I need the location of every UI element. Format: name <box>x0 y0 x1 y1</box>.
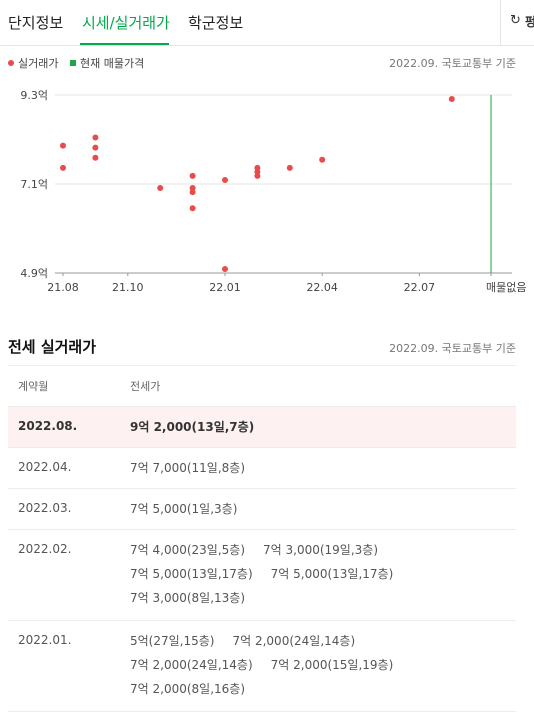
refresh-button[interactable]: ↻ 펑 <box>500 0 534 45</box>
x-tick-label: 22.01 <box>209 281 241 294</box>
active-tab-indicator <box>80 43 169 45</box>
tab-price-transactions[interactable]: 시세/실거래가 <box>82 14 170 32</box>
table-row: 2022.02. 7억 4,000(23일,5층) 7억 3,000(19일,3층)… <box>8 530 516 621</box>
legend-actual: 실거래가 <box>8 55 58 71</box>
row-contract-month: 2022.03. <box>18 501 72 515</box>
row-prices: 9억 2,000(13일,7층) <box>130 419 516 443</box>
price-entry: 7억 7,000(11일,8층) <box>130 461 246 475</box>
green-square-icon <box>70 60 76 66</box>
col-jeonse-price: 전세가 <box>130 380 161 393</box>
legend-actual-label: 실거래가 <box>18 57 59 70</box>
transaction-point[interactable] <box>92 154 99 161</box>
row-prices: 5억(27일,15층) 7억 2,000(24일,14층) 7억 2,000(24일… <box>130 633 516 705</box>
refresh-icon: ↻ <box>510 13 521 28</box>
x-tick-label: 22.07 <box>404 281 436 294</box>
row-contract-month: 2022.04. <box>18 460 72 474</box>
row-contract-month: 2022.08. <box>18 419 78 433</box>
price-line: 7억 5,000(1일,3층) <box>130 501 516 525</box>
price-line: 5억(27일,15층) 7억 2,000(24일,14층) <box>130 633 516 657</box>
price-line: 7억 2,000(24일,14층) 7억 2,000(15일,19층) <box>130 657 516 681</box>
table-row: 2022.03. 7억 5,000(1일,3층) <box>8 489 516 530</box>
price-entry: 7억 5,000(13일,17층) <box>270 567 394 581</box>
transaction-point[interactable] <box>254 172 261 179</box>
tab-bar: 단지정보 시세/실거래가 학군정보 ↻ 펑 <box>0 0 534 46</box>
price-entry: 7억 2,000(24일,14층) <box>232 634 356 648</box>
transaction-point[interactable] <box>319 156 326 163</box>
section-title: 전세 실거래가 <box>8 338 97 356</box>
transaction-point[interactable] <box>189 189 196 196</box>
y-tick-label: 4.9억 <box>20 267 48 280</box>
price-line: 7억 5,000(13일,17층) 7억 5,000(13일,17층) <box>130 566 516 590</box>
price-entry: 7억 2,000(24일,14층) <box>130 658 253 672</box>
price-entry: 7억 3,000(19일,3층) <box>263 543 379 557</box>
transaction-point[interactable] <box>189 205 196 212</box>
transaction-point[interactable] <box>92 144 99 151</box>
price-line: 7억 3,000(8일,13층) <box>130 590 516 614</box>
table-header: 계약월 전세가 <box>8 365 516 407</box>
transaction-point[interactable] <box>60 142 66 149</box>
price-entry: 5억(27일,15층) <box>130 634 215 648</box>
col-contract-month: 계약월 <box>18 380 49 393</box>
tab-school-info[interactable]: 학군정보 <box>188 14 244 32</box>
transaction-point[interactable] <box>222 176 228 183</box>
price-entry: 7억 3,000(8일,13층) <box>130 591 246 605</box>
price-line: 7억 2,000(8일,16층) <box>130 681 516 705</box>
section-basis-note: 2022.09. 국토교통부 기준 <box>389 342 516 355</box>
price-entry: 7억 2,000(8일,16층) <box>130 682 246 696</box>
transaction-point[interactable] <box>157 185 164 192</box>
row-contract-month: 2022.01. <box>18 633 72 647</box>
price-entry: 7억 5,000(1일,3층) <box>130 502 238 516</box>
tab-complex-info[interactable]: 단지정보 <box>8 14 64 32</box>
transaction-point[interactable] <box>60 164 66 171</box>
row-prices: 7억 5,000(1일,3층) <box>130 501 516 525</box>
table-row: 2022.08. 9억 2,000(13일,7층) <box>8 407 516 448</box>
price-entry: 7억 2,000(15일,19층) <box>270 658 394 672</box>
transaction-point[interactable] <box>286 164 293 171</box>
transaction-point[interactable] <box>448 96 455 103</box>
table-row: 2022.01. 5억(27일,15층) 7억 2,000(24일,14층) 7억 2… <box>8 621 516 712</box>
row-contract-month: 2022.02. <box>18 542 72 556</box>
transaction-point[interactable] <box>222 265 228 272</box>
x-tick-label: 21.08 <box>47 281 79 294</box>
legend-listing-label: 현재 매물가격 <box>80 57 145 70</box>
row-prices: 7억 4,000(23일,5층) 7억 3,000(19일,3층) 7억 5,000… <box>130 542 516 614</box>
chart-basis-note: 2022.09. 국토교통부 기준 <box>389 57 516 70</box>
price-line: 7억 7,000(11일,8층) <box>130 460 516 484</box>
y-tick-label: 7.1억 <box>20 178 48 191</box>
y-tick-label: 9.3억 <box>20 89 48 102</box>
price-entry: 7억 4,000(23일,5층) <box>130 543 246 557</box>
transaction-point[interactable] <box>92 134 99 141</box>
row-prices: 7억 7,000(11일,8층) <box>130 460 516 484</box>
table-row: 2022.04. 7억 7,000(11일,8층) <box>8 448 516 489</box>
price-entry: 9억 2,000(13일,7층) <box>130 420 255 434</box>
refresh-button-label: 펑 <box>525 15 534 29</box>
price-line: 9억 2,000(13일,7층) <box>130 419 516 443</box>
red-dot-icon <box>8 60 14 66</box>
x-tick-label: 22.04 <box>306 281 338 294</box>
transaction-point[interactable] <box>189 172 196 179</box>
price-entry: 7억 5,000(13일,17층) <box>130 567 253 581</box>
x-tick-label: 매물없음 <box>486 281 526 294</box>
legend-listing: 현재 매물가격 <box>70 55 144 71</box>
price-line: 7억 4,000(23일,5층) 7억 3,000(19일,3층) <box>130 542 516 566</box>
jeonse-table: 계약월 전세가 2022.08. 9억 2,000(13일,7층) 2022.04.… <box>8 365 516 712</box>
x-tick-label: 21.10 <box>112 281 144 294</box>
